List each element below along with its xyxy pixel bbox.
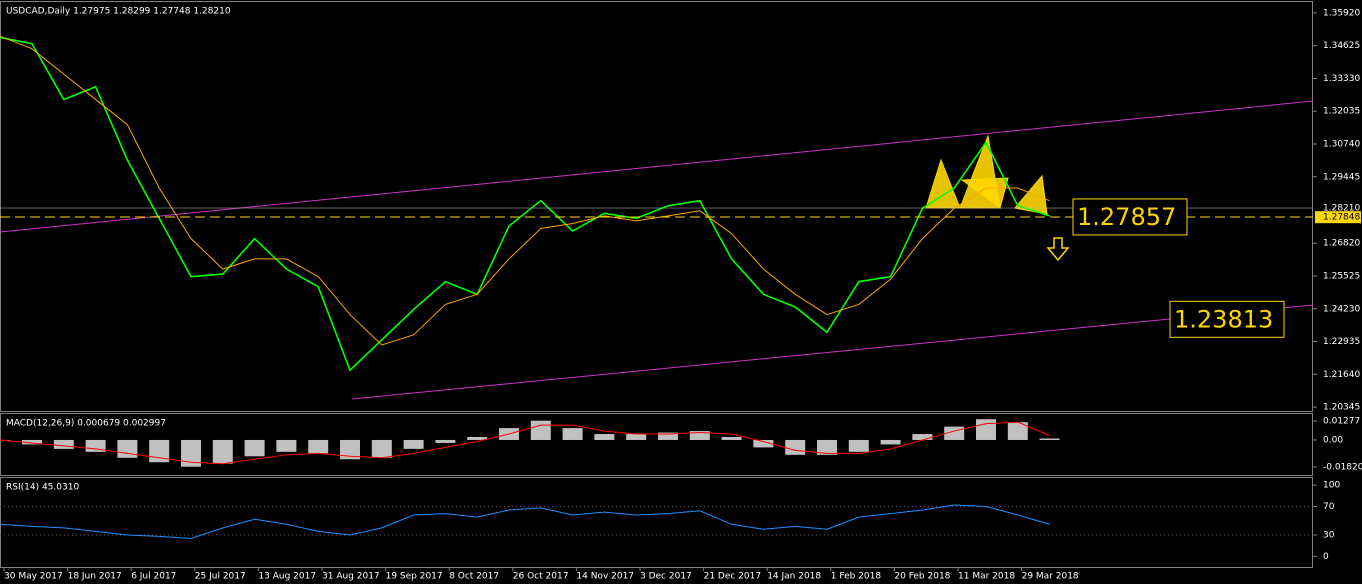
x-tick-label: 6 Jul 2017 (131, 572, 176, 582)
macd-bar (817, 439, 837, 455)
annotation-label: 1.27857 (1077, 203, 1176, 231)
rsi-frame (0, 477, 1313, 568)
x-tick-label: 29 Mar 2018 (1022, 572, 1079, 582)
panel-title: RSI(14) 45.0310 (6, 483, 79, 493)
x-tick-label: 1 Feb 2018 (831, 572, 882, 582)
macd-bar (880, 439, 901, 445)
main-frame (0, 1, 1313, 412)
x-tick-label: 13 Aug 2017 (258, 572, 316, 582)
y-tick-label: -0.01820 (1323, 462, 1362, 472)
macd-bar (371, 439, 392, 458)
macd-bar (721, 437, 742, 440)
x-tick-label: 19 Sep 2017 (386, 572, 443, 582)
macd-bar (626, 434, 647, 440)
annotation-box (1072, 198, 1188, 236)
panel-title: MACD(12,26,9) 0.000679 0.002997 (6, 419, 166, 429)
x-tick-label: 25 Jul 2017 (195, 572, 246, 582)
price-marker-label: 1.27848 (1323, 213, 1360, 223)
macd-bar (658, 432, 678, 440)
x-tick-label: 18 Jun 2017 (68, 572, 122, 582)
macd-bar (22, 439, 42, 445)
x-tick-label: 20 Feb 2018 (894, 572, 950, 582)
x-tick-label: 14 Jan 2018 (767, 572, 821, 582)
series-line (0, 35, 1050, 346)
x-tick-label: 31 Aug 2017 (322, 572, 380, 582)
macd-bar (467, 437, 488, 440)
y-tick-label: 1.24230 (1323, 304, 1360, 314)
macd-bar (53, 439, 74, 449)
macd-bar (308, 439, 329, 454)
price-marker-box (1315, 211, 1361, 224)
y-tick-label: 1.20345 (1323, 403, 1360, 413)
y-tick-label: 100 (1323, 481, 1340, 491)
macd-bar (594, 434, 615, 440)
y-tick-label: 1.26820 (1323, 239, 1360, 249)
channel-lower (351, 304, 1314, 400)
panel-title: USDCAD,Daily 1.27975 1.28299 1.27748 1.2… (6, 7, 231, 17)
y-tick-label: 1.22935 (1323, 337, 1360, 347)
x-tick-label: 21 Dec 2017 (704, 572, 762, 582)
y-tick-label: 0 (1323, 552, 1329, 562)
y-tick-label: 1.30740 (1323, 139, 1360, 149)
y-tick-label: 70 (1323, 502, 1335, 512)
channel-upper (0, 100, 1314, 233)
pattern-triangle (960, 177, 1009, 209)
macd-bar (689, 431, 710, 440)
y-tick-label: 30 (1323, 530, 1335, 540)
macd-bar (848, 439, 869, 452)
x-tick-label: 26 Oct 2017 (513, 572, 569, 582)
macd-bar (181, 439, 201, 467)
y-tick-label: 0.00 (1323, 435, 1343, 445)
macd-bar (976, 419, 996, 440)
macd-bar (85, 439, 106, 452)
y-tick-label: 1.33330 (1323, 74, 1360, 84)
series-line (0, 421, 1050, 465)
series-line (0, 36, 1050, 372)
y-tick-label: 1.34625 (1323, 41, 1360, 51)
macd-bar (562, 428, 583, 440)
x-tick-label: 11 Mar 2018 (958, 572, 1015, 582)
macd-bar (276, 439, 297, 452)
series-line (0, 504, 1050, 540)
annotation-box (1169, 300, 1285, 338)
y-tick-label: 1.29445 (1323, 172, 1360, 182)
y-tick-label: 1.35920 (1323, 8, 1360, 18)
y-tick-label: 1.32035 (1323, 107, 1360, 117)
macd-frame (0, 413, 1313, 476)
macd-bar (530, 420, 551, 440)
macd-bar (340, 439, 360, 460)
macd-bar (117, 439, 138, 458)
y-tick-label: 0.01277 (1323, 417, 1360, 427)
macd-bar (435, 439, 456, 443)
x-tick-label: 3 Dec 2017 (640, 572, 692, 582)
y-tick-label: 1.25525 (1323, 271, 1360, 281)
macd-bar (212, 439, 233, 464)
x-tick-label: 30 May 2017 (4, 572, 63, 582)
macd-bar (753, 439, 774, 448)
y-tick-label: 1.21640 (1323, 370, 1360, 380)
annotation-label: 1.23813 (1174, 305, 1273, 333)
x-tick-label: 14 Nov 2017 (576, 572, 634, 582)
down-arrow (1046, 237, 1070, 262)
x-tick-label: 8 Oct 2017 (449, 572, 499, 582)
pattern (925, 134, 1048, 215)
macd-bar (1007, 422, 1028, 440)
macd-bar (785, 439, 806, 455)
macd-bar (1039, 438, 1060, 440)
macd-bar (912, 434, 933, 440)
macd-bar (403, 439, 424, 449)
macd-bar (244, 439, 265, 457)
price-marker-label: 1.28210 (1323, 204, 1360, 214)
